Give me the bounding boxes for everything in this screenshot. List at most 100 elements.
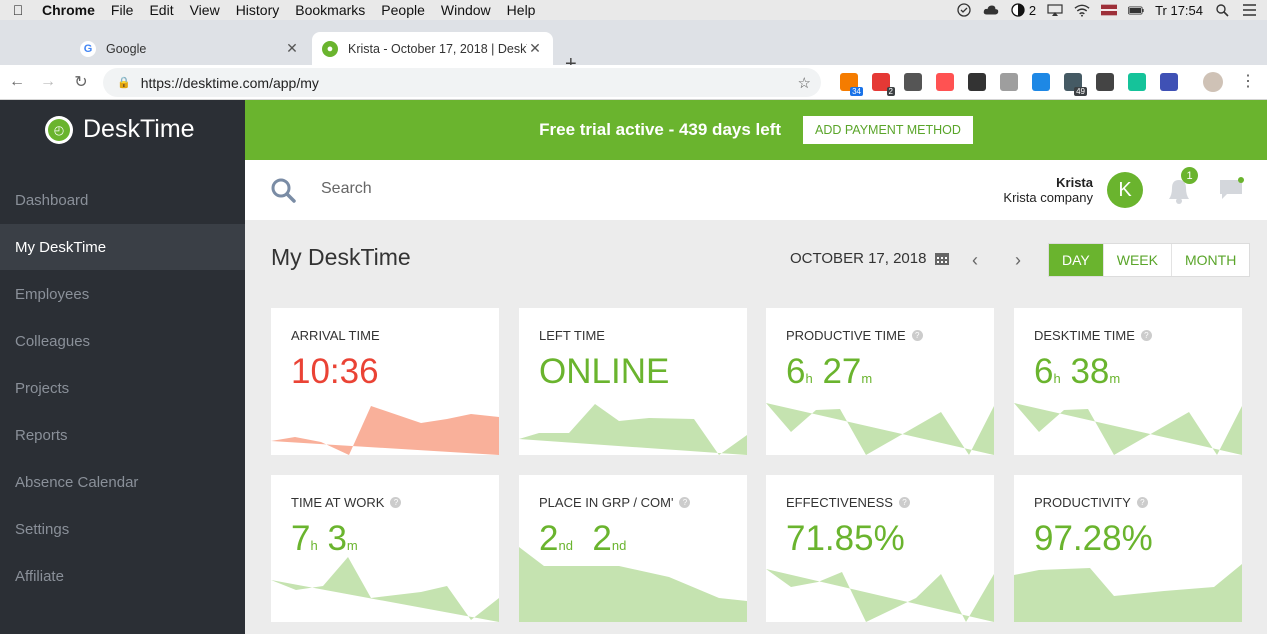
notifications-bell-icon[interactable]: 1 [1165,167,1198,205]
grammarly-icon[interactable] [1128,73,1146,91]
search-ext-icon[interactable] [1160,73,1178,91]
tab-desktime[interactable]: ● Krista - October 17, 2018 | DeskTime ✕ [312,32,553,65]
todo-icon[interactable]: 2 [872,73,895,96]
card-label: EFFECTIVENESS [786,495,893,510]
checkmark-circle-icon[interactable] [956,3,972,17]
card-place-group: 2 [539,519,559,558]
view-month-button[interactable]: MONTH [1184,252,1237,268]
menu-people[interactable]: People [381,2,425,18]
card-label: TIME AT WORK [291,495,385,510]
sidebar-item-dashboard[interactable]: Dashboard [0,177,245,223]
menu-view[interactable]: View [189,2,220,18]
browser-tabstrip: G Google ✕ ● Krista - October 17, 2018 |… [0,20,1267,75]
spotlight-search-icon[interactable] [1214,3,1230,17]
sidebar-item-projects[interactable]: Projects [0,365,245,411]
calendar-icon[interactable]: 49 [1064,73,1087,96]
ball-icon[interactable] [1000,73,1018,91]
time-at-work-sparkline [271,557,499,622]
card-minutes: 38 [1070,352,1110,391]
date-label[interactable]: OCTOBER 17, 2018 [790,250,927,267]
productivity-sparkline [1014,564,1242,622]
menu-edit[interactable]: Edit [149,2,174,18]
card-value: 10:36 [291,352,379,391]
menu-history[interactable]: History [235,2,280,18]
sidebar-item-label: Projects [15,379,70,397]
half-moon-icon[interactable] [1010,3,1026,17]
clipper-icon[interactable]: 34 [840,73,863,96]
avatar[interactable]: K [1107,172,1143,208]
address-bar[interactable]: 🔒 https://desktime.com/app/my ☆ [103,68,821,97]
brand-name: DeskTime [83,115,195,143]
browser-toolbar: ← → ↻ 🔒 https://desktime.com/app/my ☆ 34… [0,65,1267,100]
flag-latvia-icon[interactable] [1101,3,1118,17]
unit: m [346,538,358,553]
pocket-icon[interactable] [1096,73,1114,91]
menu-bookmarks[interactable]: Bookmarks [295,2,366,18]
back-icon[interactable]: ← [9,73,25,90]
place-sparkline [519,547,747,622]
view-week-button[interactable]: WEEK [1104,244,1172,276]
sidebar-item-my-desktime[interactable]: My DeskTime [0,224,245,270]
search-input[interactable]: Search [321,180,372,197]
cast-icon[interactable] [936,73,954,91]
menu-window[interactable]: Window [440,2,491,18]
chat-icon[interactable] [1219,177,1245,201]
sidebar-item-label: Absence Calendar [15,473,139,491]
recycle-icon[interactable] [904,73,922,91]
tab-title: Krista - October 17, 2018 | DeskTime [348,41,527,56]
help-icon[interactable]: ? [898,497,910,508]
extension-badge: 34 [850,87,863,96]
close-tab-icon[interactable]: ✕ [529,40,541,56]
card-value: 97.28% [1034,519,1153,558]
user-info[interactable]: Krista Krista company [1003,175,1093,205]
sidebar-item-colleagues[interactable]: Colleagues [0,318,245,364]
help-icon[interactable]: ? [911,330,923,341]
menu-help[interactable]: Help [506,2,536,18]
forward-icon[interactable]: → [40,73,56,90]
card-minutes: 27 [822,352,862,391]
bookmark-star-icon[interactable]: ☆ [797,74,811,92]
squares-icon[interactable] [1032,73,1050,91]
card-hours: 6 [786,352,806,391]
help-icon[interactable]: ? [390,497,402,508]
unit: h [1053,371,1061,386]
wifi-icon[interactable] [1074,3,1090,17]
profile-avatar-icon[interactable] [1203,72,1223,92]
unit: nd [558,538,573,553]
cloud-icon[interactable] [983,3,999,17]
extension-badge: 2 [886,87,895,96]
airplay-icon[interactable] [1047,3,1063,17]
clock[interactable]: Tr 17:54 [1155,2,1203,18]
search-icon[interactable] [270,177,296,203]
close-tab-icon[interactable]: ✕ [286,40,298,56]
add-payment-method-button[interactable]: ADD PAYMENT METHOD [803,116,973,144]
sidebar-item-affiliate[interactable]: Affiliate [0,553,245,599]
browser-menu-icon[interactable]: ⋮ [1240,73,1256,90]
crown-icon[interactable] [968,73,986,91]
next-day-icon[interactable]: › [1015,250,1021,270]
sidebar-item-absence-calendar[interactable]: Absence Calendar [0,459,245,505]
notification-center-icon[interactable] [1241,3,1257,17]
card-hours: 7 [291,519,311,558]
apple-menu-icon[interactable]:  [0,2,36,18]
sidebar-item-label: Reports [15,426,68,444]
menu-app-name[interactable]: Chrome [42,2,95,18]
card-label: ARRIVAL TIME [291,328,380,343]
sidebar-item-settings[interactable]: Settings [0,506,245,552]
help-icon[interactable]: ? [679,497,691,508]
arrival-sparkline [271,406,499,455]
tab-google[interactable]: G Google ✕ [70,32,310,65]
calendar-icon[interactable] [935,251,949,265]
menu-file[interactable]: File [110,2,134,18]
help-icon[interactable]: ? [1136,497,1148,508]
sidebar-item-employees[interactable]: Employees [0,271,245,317]
previous-day-icon[interactable]: ‹ [972,250,978,270]
battery-icon[interactable] [1128,3,1144,17]
view-day-button[interactable]: DAY [1049,244,1104,276]
reload-icon[interactable]: ↻ [74,74,88,91]
card-effectiveness: EFFECTIVENESS? 71.85% [766,475,994,622]
sidebar-item-reports[interactable]: Reports [0,412,245,458]
new-tab-icon[interactable]: + [565,53,577,75]
desktime-logo[interactable]: ◴ DeskTime [45,115,195,144]
help-icon[interactable]: ? [1140,330,1152,341]
